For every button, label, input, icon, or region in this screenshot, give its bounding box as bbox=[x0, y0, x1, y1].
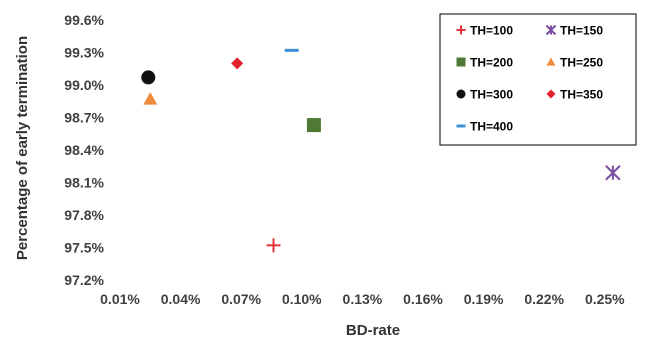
legend-marker bbox=[456, 25, 466, 35]
x-tick-label: 0.01% bbox=[100, 291, 140, 307]
legend-item: TH=300 bbox=[456, 88, 513, 102]
data-point bbox=[306, 118, 321, 133]
x-tick-label: 0.19% bbox=[464, 291, 504, 307]
x-tick-label: 0.07% bbox=[221, 291, 261, 307]
legend-item: TH=250 bbox=[546, 56, 603, 70]
data-point bbox=[231, 57, 244, 70]
x-axis-title: BD-rate bbox=[346, 322, 400, 339]
legend: TH=100 TH=150 TH=200 TH=250 TH=300 TH=350 TH=4… bbox=[439, 13, 637, 146]
data-point bbox=[266, 238, 281, 253]
legend-marker bbox=[545, 24, 557, 36]
legend-label: TH=400 bbox=[470, 120, 513, 134]
y-tick-label: 98.7% bbox=[64, 110, 104, 126]
legend-marker bbox=[456, 57, 466, 67]
x-tick-label: 0.13% bbox=[343, 291, 383, 307]
y-tick-label: 99.6% bbox=[64, 12, 104, 28]
data-point bbox=[605, 165, 621, 181]
legend-item: TH=350 bbox=[546, 88, 603, 102]
x-tick-label: 0.25% bbox=[585, 291, 625, 307]
y-tick-label: 97.5% bbox=[64, 240, 104, 256]
y-tick-labels: 97.2% 97.5% 97.8% 98.1% 98.4% 98.7% 99.0% 99.3%… bbox=[64, 12, 104, 288]
legend-items: TH=100 TH=150 TH=200 TH=250 TH=300 TH=350 TH=4… bbox=[456, 24, 603, 134]
legend-label: TH=250 bbox=[560, 56, 603, 70]
data-point bbox=[143, 92, 158, 105]
legend-box bbox=[439, 13, 637, 146]
legend-label: TH=150 bbox=[560, 24, 603, 38]
legend-label: TH=100 bbox=[470, 24, 513, 38]
legend-item: TH=400 bbox=[456, 120, 513, 134]
legend-marker bbox=[456, 89, 466, 99]
y-tick-label: 99.3% bbox=[64, 45, 104, 61]
x-tick-label: 0.22% bbox=[524, 291, 564, 307]
y-tick-label: 97.2% bbox=[64, 272, 104, 288]
x-tick-label: 0.10% bbox=[282, 291, 322, 307]
x-tick-labels: 0.01% 0.04% 0.07% 0.10% 0.13% 0.16% 0.19% 0.22%… bbox=[100, 291, 625, 307]
y-tick-label: 97.8% bbox=[64, 207, 104, 223]
legend-item: TH=150 bbox=[545, 24, 603, 38]
y-tick-label: 98.4% bbox=[64, 142, 104, 158]
y-tick-label: 98.1% bbox=[64, 175, 104, 191]
y-axis-title: Percentage of early termination bbox=[14, 36, 31, 260]
data-point bbox=[141, 70, 156, 85]
legend-marker bbox=[546, 89, 556, 99]
data-points bbox=[141, 48, 621, 253]
legend-label: TH=200 bbox=[470, 56, 513, 70]
legend-label: TH=300 bbox=[470, 88, 513, 102]
y-tick-label: 99.0% bbox=[64, 77, 104, 93]
legend-marker bbox=[546, 57, 556, 66]
legend-item: TH=200 bbox=[456, 56, 513, 70]
x-tick-label: 0.16% bbox=[403, 291, 443, 307]
legend-item: TH=100 bbox=[456, 24, 513, 38]
legend-label: TH=350 bbox=[560, 88, 603, 102]
x-tick-label: 0.04% bbox=[161, 291, 201, 307]
